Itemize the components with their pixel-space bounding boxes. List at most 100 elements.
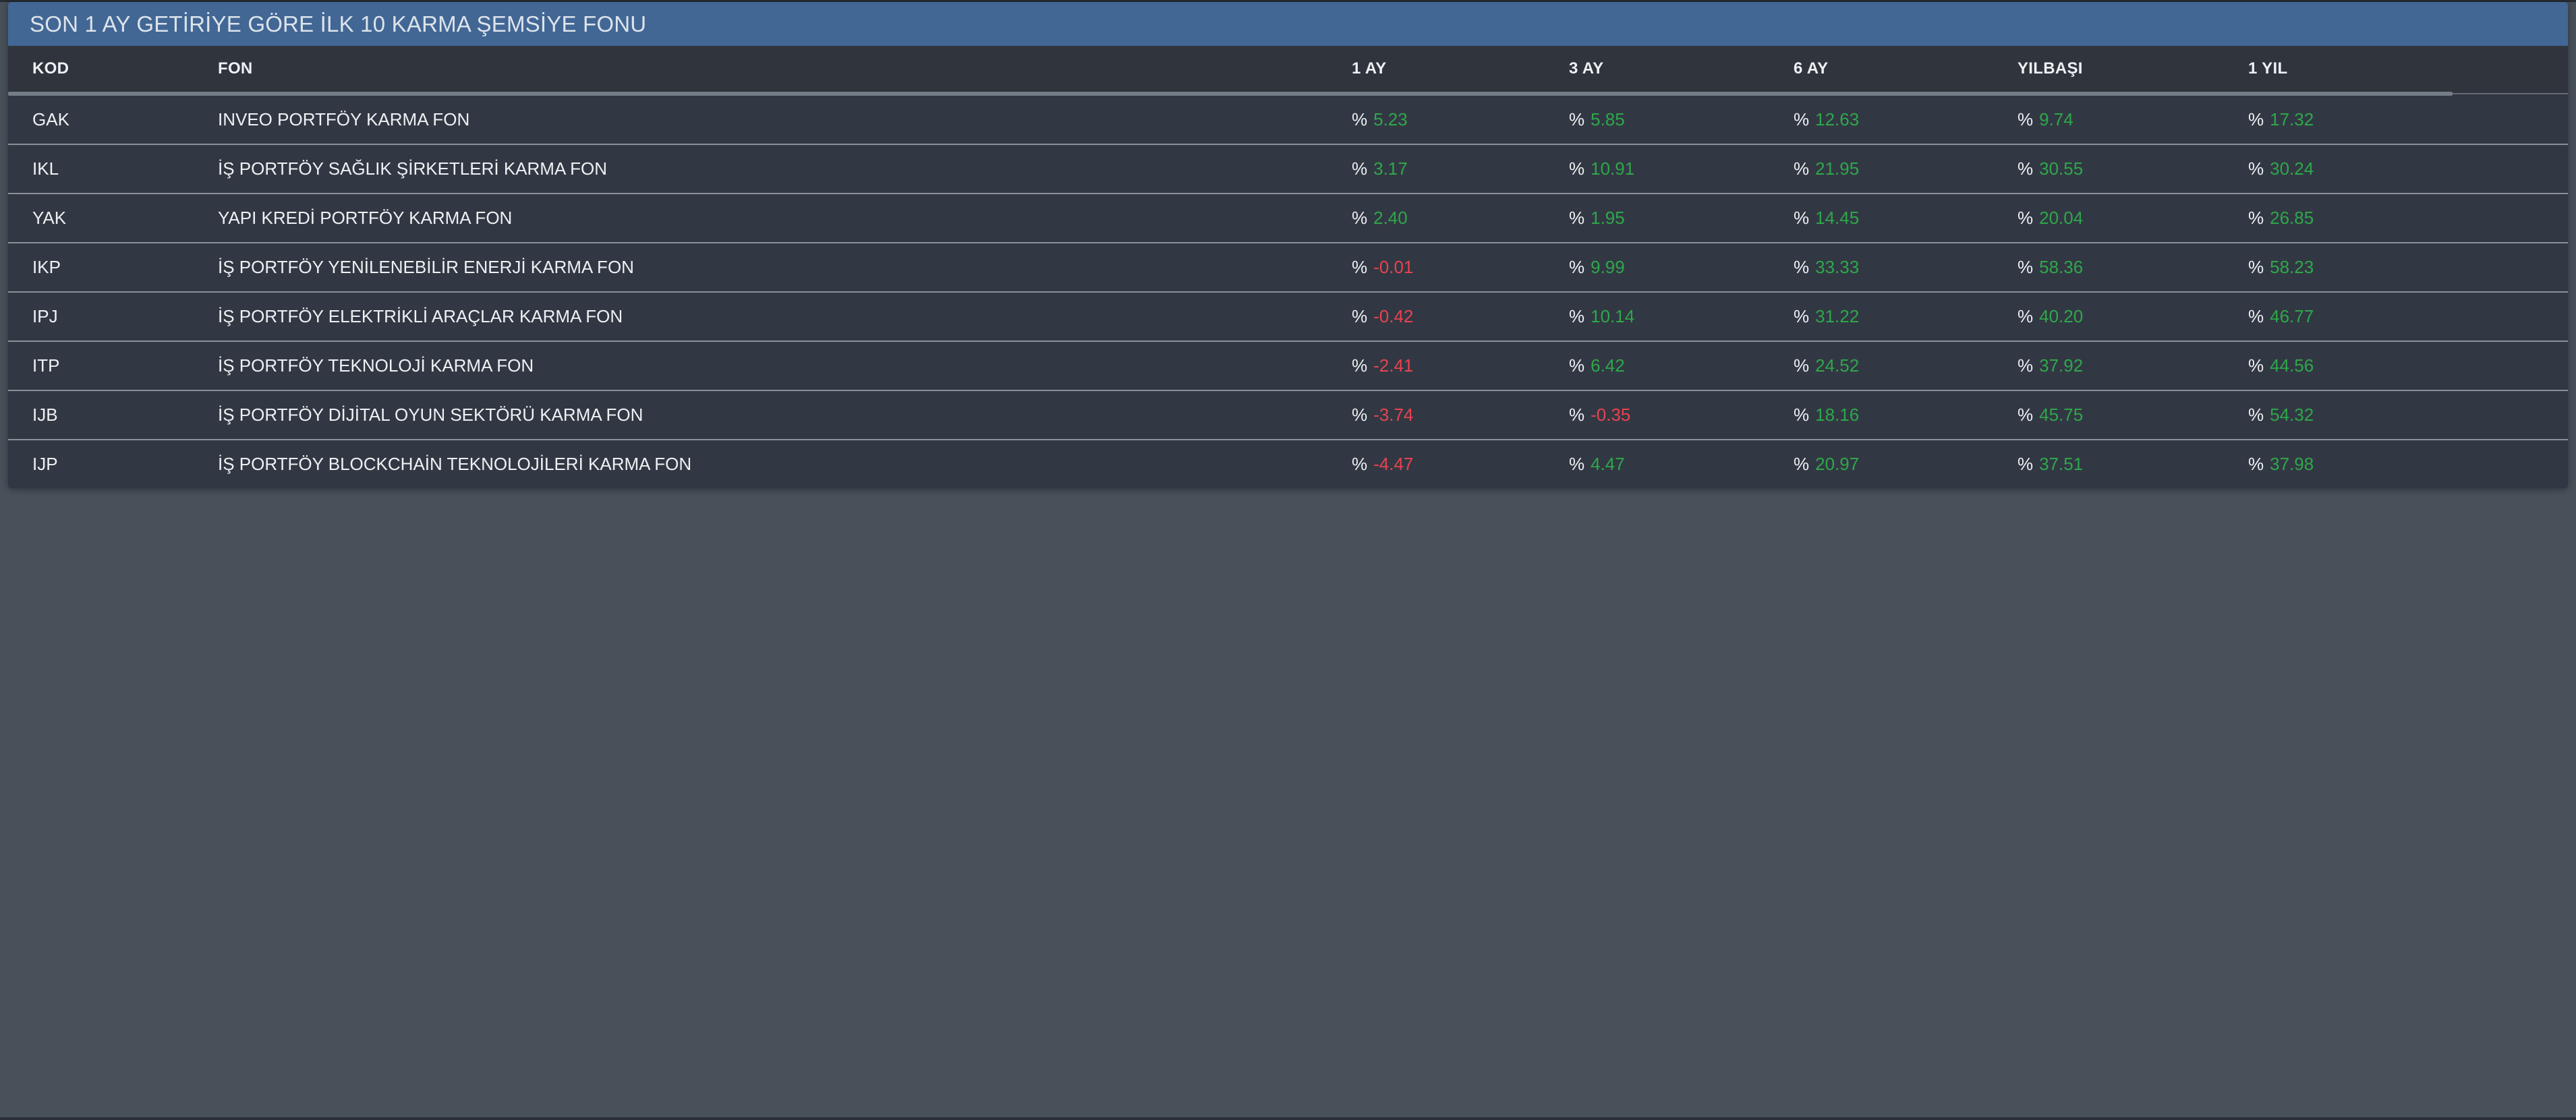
- percent-sign: %: [2017, 355, 2034, 376]
- horizontal-scrollbar-thumb[interactable]: [8, 92, 2453, 96]
- fund-code-cell: ITP: [32, 355, 60, 376]
- return-value: 58.36: [2039, 257, 2084, 277]
- percent-sign: %: [2017, 158, 2034, 179]
- return-value: 30.55: [2039, 158, 2084, 179]
- fund-table-card: SON 1 AY GETİRİYE GÖRE İLK 10 KARMA ŞEMS…: [8, 2, 2568, 488]
- return-value: -3.74: [1373, 405, 1414, 425]
- return-cell-3ay: % 5.85: [1569, 109, 1794, 130]
- return-cell-yilbasi: % 37.51: [2017, 454, 2248, 475]
- return-cell-1ay: % -3.74: [1352, 405, 1569, 425]
- return-cell-6ay: % 24.52: [1794, 355, 2017, 376]
- percent-sign: %: [2248, 454, 2264, 474]
- return-value: 45.75: [2039, 405, 2084, 425]
- table-row[interactable]: IKL İŞ PORTFÖY SAĞLIK ŞİRKETLERİ KARMA FO…: [8, 144, 2568, 193]
- column-header-3ay: 3 AY: [1569, 59, 1604, 78]
- return-value: 9.99: [1591, 257, 1625, 277]
- return-cell-3ay: % 10.14: [1569, 306, 1794, 327]
- percent-sign: %: [1569, 405, 1585, 425]
- fund-name-cell: İŞ PORTFÖY TEKNOLOJİ KARMA FON: [218, 355, 534, 376]
- percent-sign: %: [1794, 306, 1810, 326]
- fund-name-cell: İŞ PORTFÖY SAĞLIK ŞİRKETLERİ KARMA FON: [218, 158, 607, 179]
- return-value: 44.56: [2270, 355, 2314, 376]
- column-header-fon: FON: [218, 59, 253, 78]
- percent-sign: %: [1794, 208, 1810, 228]
- column-header-6ay: 6 AY: [1794, 59, 1829, 78]
- fund-name-cell: YAPI KREDİ PORTFÖY KARMA FON: [218, 208, 513, 228]
- percent-sign: %: [1794, 454, 1810, 474]
- return-cell-yilbasi: % 20.04: [2017, 208, 2248, 229]
- percent-sign: %: [1569, 208, 1585, 228]
- table-row[interactable]: IJP İŞ PORTFÖY BLOCKCHAİN TEKNOLOJİLERİ K…: [8, 439, 2568, 488]
- return-value: 17.32: [2270, 109, 2314, 129]
- return-cell-3ay: % 4.47: [1569, 454, 1794, 475]
- horizontal-scrollbar: [8, 92, 2568, 96]
- return-value: 14.45: [1815, 208, 1860, 228]
- return-value: 12.63: [1815, 109, 1860, 129]
- return-value: 1.95: [1591, 208, 1625, 228]
- return-value: 54.32: [2270, 405, 2314, 425]
- return-value: 6.42: [1591, 355, 1625, 376]
- return-value: 9.74: [2039, 109, 2073, 129]
- return-cell-6ay: % 12.63: [1794, 109, 2017, 130]
- return-value: 37.51: [2039, 454, 2084, 474]
- return-cell-1ay: % 3.17: [1352, 158, 1569, 179]
- percent-sign: %: [2017, 306, 2034, 326]
- return-value: 46.77: [2270, 306, 2314, 326]
- return-value: 10.14: [1591, 306, 1635, 326]
- table-row[interactable]: IJB İŞ PORTFÖY DİJİTAL OYUN SEKTÖRÜ KARMA…: [8, 390, 2568, 439]
- return-value: -4.47: [1373, 454, 1414, 474]
- return-cell-6ay: % 31.22: [1794, 306, 2017, 327]
- return-value: 20.97: [1815, 454, 1860, 474]
- percent-sign: %: [1794, 109, 1810, 129]
- table-row[interactable]: IKP İŞ PORTFÖY YENİLENEBİLİR ENERJİ KARMA…: [8, 242, 2568, 291]
- table-row[interactable]: GAK INVEO PORTFÖY KARMA FON% 5.23% 5.85% 12.…: [8, 96, 2568, 144]
- percent-sign: %: [1352, 306, 1368, 326]
- card-title: SON 1 AY GETİRİYE GÖRE İLK 10 KARMA ŞEMS…: [30, 11, 647, 36]
- return-cell-6ay: % 20.97: [1794, 454, 2017, 475]
- fund-code-cell: IJP: [32, 454, 58, 474]
- return-cell-yilbasi: % 37.92: [2017, 355, 2248, 376]
- fund-name-cell: İŞ PORTFÖY ELEKTRİKLİ ARAÇLAR KARMA FON: [218, 306, 623, 326]
- column-header-kod: KOD: [32, 59, 69, 78]
- return-value: 24.52: [1815, 355, 1860, 376]
- return-cell-1ay: % 5.23: [1352, 109, 1569, 130]
- return-value: 40.20: [2039, 306, 2084, 326]
- return-cell-3ay: % 6.42: [1569, 355, 1794, 376]
- table-row[interactable]: YAK YAPI KREDİ PORTFÖY KARMA FON% 2.40% 1.9…: [8, 193, 2568, 242]
- percent-sign: %: [1794, 257, 1810, 277]
- percent-sign: %: [2248, 355, 2264, 376]
- return-cell-1ay: % -4.47: [1352, 454, 1569, 475]
- return-cell-yilbasi: % 9.74: [2017, 109, 2248, 130]
- return-cell-1yil: % 37.98: [2248, 454, 2568, 475]
- fund-name-cell: İŞ PORTFÖY DİJİTAL OYUN SEKTÖRÜ KARMA FO…: [218, 405, 643, 425]
- percent-sign: %: [1794, 158, 1810, 179]
- percent-sign: %: [2248, 257, 2264, 277]
- percent-sign: %: [1569, 158, 1585, 179]
- percent-sign: %: [1352, 405, 1368, 425]
- percent-sign: %: [1569, 355, 1585, 376]
- return-value: 31.22: [1815, 306, 1860, 326]
- return-value: -2.41: [1373, 355, 1414, 376]
- percent-sign: %: [1352, 208, 1368, 228]
- return-cell-1yil: % 54.32: [2248, 405, 2568, 425]
- percent-sign: %: [2017, 454, 2034, 474]
- percent-sign: %: [1352, 454, 1368, 474]
- percent-sign: %: [2017, 208, 2034, 228]
- percent-sign: %: [2248, 306, 2264, 326]
- table-row[interactable]: IPJ İŞ PORTFÖY ELEKTRİKLİ ARAÇLAR KARMA F…: [8, 291, 2568, 341]
- fund-code-cell: IKP: [32, 257, 61, 277]
- percent-sign: %: [2017, 109, 2034, 129]
- return-cell-1ay: % -0.01: [1352, 257, 1569, 278]
- percent-sign: %: [2017, 257, 2034, 277]
- table-row[interactable]: ITP İŞ PORTFÖY TEKNOLOJİ KARMA FON% -2.41%…: [8, 341, 2568, 390]
- percent-sign: %: [2248, 405, 2264, 425]
- fund-name-cell: INVEO PORTFÖY KARMA FON: [218, 109, 470, 129]
- fund-code-cell: IKL: [32, 158, 59, 179]
- fund-code-cell: GAK: [32, 109, 69, 129]
- fund-code-cell: IJB: [32, 405, 58, 425]
- return-cell-1yil: % 46.77: [2248, 306, 2568, 327]
- return-cell-6ay: % 18.16: [1794, 405, 2017, 425]
- return-cell-1ay: % 2.40: [1352, 208, 1569, 229]
- return-value: 58.23: [2270, 257, 2314, 277]
- fund-name-cell: İŞ PORTFÖY YENİLENEBİLİR ENERJİ KARMA FO…: [218, 257, 634, 277]
